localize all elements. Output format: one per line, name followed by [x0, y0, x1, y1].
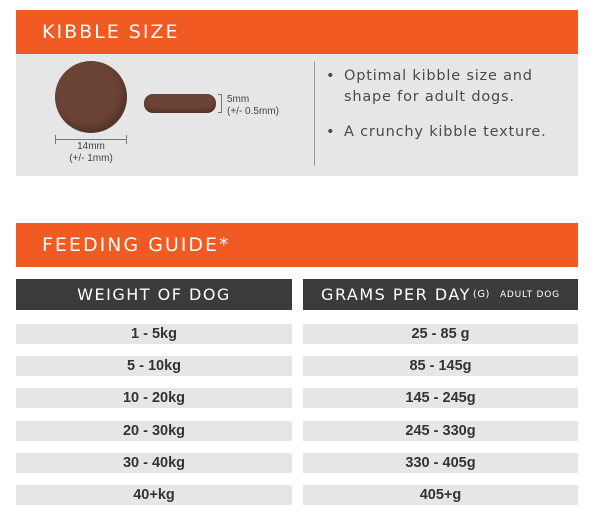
table-row-weight: 20 - 30kg	[16, 421, 292, 441]
kibble-bullet-text: Optimal kibble size and shape for adult …	[344, 68, 533, 105]
grams-column-label: GRAMS PER DAY	[321, 285, 471, 304]
table-row-grams: 85 - 145g	[303, 356, 578, 376]
kibble-top-view-image	[55, 61, 127, 133]
kibble-bullet-1: • Optimal kibble size and shape for adul…	[326, 66, 566, 108]
adult-dog-label: ADULT DOG	[499, 289, 560, 300]
kibble-size-panel: 14mm (+/- 1mm) 5mm (+/- 0.5mm) • Optimal…	[16, 54, 578, 176]
kibble-bullet-2: • A crunchy kibble texture.	[326, 122, 566, 143]
table-row-grams: 245 - 330g	[303, 421, 578, 441]
thickness-dimension-tick-bottom	[218, 112, 222, 113]
feeding-guide-header: FEEDING GUIDE*	[16, 223, 578, 267]
diameter-tolerance: (+/- 1mm)	[69, 153, 113, 164]
bullet-dot: •	[326, 124, 336, 140]
table-row-grams: 330 - 405g	[303, 453, 578, 473]
kibble-bullet-text: A crunchy kibble texture.	[344, 124, 547, 140]
weight-column-header: WEIGHT OF DOG	[16, 279, 292, 310]
kibble-size-header: KIBBLE SIZE	[16, 10, 578, 54]
table-row-weight: 5 - 10kg	[16, 356, 292, 376]
table-row-weight: 40+kg	[16, 485, 292, 505]
kibble-size-title: KIBBLE SIZE	[42, 21, 180, 43]
grams-unit-label: (G)	[472, 289, 490, 300]
diameter-dimension-line	[55, 139, 127, 140]
thickness-dimension-line	[221, 94, 222, 113]
diameter-dimension-tick-right	[126, 135, 127, 144]
thickness-dimension-tick-top	[218, 94, 222, 95]
table-row-weight: 1 - 5kg	[16, 324, 292, 344]
bullet-dot: •	[326, 68, 336, 84]
diameter-dimension-tick-left	[55, 135, 56, 144]
weight-column-label: WEIGHT OF DOG	[77, 285, 231, 304]
kibble-side-view-image	[144, 94, 216, 113]
diameter-value: 14mm	[77, 141, 105, 152]
diameter-label: 14mm (+/- 1mm)	[51, 141, 131, 165]
thickness-label: 5mm (+/- 0.5mm)	[227, 94, 279, 118]
kibble-panel-divider	[314, 62, 315, 166]
grams-column-header: GRAMS PER DAY (G) ADULT DOG	[303, 279, 578, 310]
feeding-guide-title: FEEDING GUIDE*	[42, 234, 231, 256]
table-row-grams: 405+g	[303, 485, 578, 505]
table-row-weight: 10 - 20kg	[16, 388, 292, 408]
table-row-weight: 30 - 40kg	[16, 453, 292, 473]
table-row-grams: 145 - 245g	[303, 388, 578, 408]
table-row-grams: 25 - 85 g	[303, 324, 578, 344]
thickness-value: 5mm	[227, 94, 250, 105]
thickness-tolerance: (+/- 0.5mm)	[227, 106, 279, 117]
